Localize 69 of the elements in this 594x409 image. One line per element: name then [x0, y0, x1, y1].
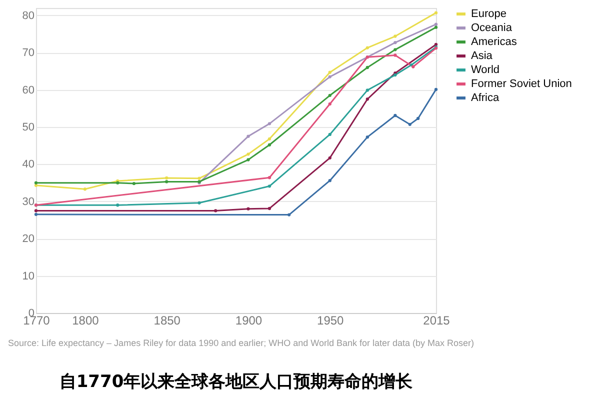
- point: [268, 137, 272, 141]
- point: [328, 94, 332, 97]
- point: [394, 54, 397, 57]
- x-tick-label: 1850: [154, 314, 181, 328]
- point: [165, 176, 168, 180]
- point: [408, 122, 412, 126]
- point: [366, 46, 370, 50]
- point: [434, 22, 438, 26]
- point: [214, 209, 218, 212]
- point: [34, 181, 38, 184]
- point: [394, 48, 397, 52]
- legend-label: World: [471, 64, 500, 76]
- x-tick-label: 1900: [235, 314, 262, 328]
- point: [434, 42, 438, 46]
- point: [366, 88, 370, 92]
- point: [268, 176, 272, 180]
- x-tick-label: 1800: [72, 314, 100, 328]
- point: [246, 152, 250, 156]
- y-tick-label: 70: [22, 47, 34, 60]
- point: [246, 158, 250, 162]
- legend-label: Oceania: [471, 22, 513, 34]
- point: [198, 176, 201, 180]
- point: [328, 102, 332, 106]
- point: [328, 75, 332, 78]
- point: [328, 156, 332, 160]
- point: [34, 209, 38, 212]
- point: [268, 143, 272, 146]
- y-tick-label: 30: [22, 196, 34, 208]
- point: [34, 184, 38, 187]
- point: [328, 70, 332, 74]
- legend-label: Asia: [471, 50, 494, 62]
- point: [287, 213, 291, 216]
- point: [434, 26, 438, 29]
- point: [268, 206, 272, 210]
- point: [198, 201, 201, 204]
- point: [366, 135, 370, 139]
- legend-label: Europe: [471, 8, 506, 20]
- point: [165, 180, 168, 184]
- y-tick-label: 10: [22, 270, 34, 282]
- point: [34, 212, 38, 216]
- point: [246, 207, 250, 210]
- y-tick-label: 20: [22, 233, 34, 246]
- point: [434, 88, 438, 92]
- text: 自1770年以来全球各地区人口预期寿命的增长: [59, 372, 414, 392]
- legend-label: Africa: [471, 92, 500, 104]
- point: [268, 122, 272, 126]
- point: [366, 98, 370, 101]
- point: [83, 188, 87, 191]
- point: [328, 179, 332, 182]
- legend-label: Americas: [471, 36, 518, 48]
- point: [394, 34, 397, 38]
- point: [116, 204, 120, 207]
- point: [434, 11, 438, 14]
- point: [394, 114, 397, 118]
- y-tick-label: 50: [22, 122, 34, 134]
- point: [268, 184, 272, 188]
- source-note: Source: Life expectancy – James Riley for data 1990 and earlier; WHO and World Bank for later data (by Max Roser): [8, 338, 474, 348]
- point: [394, 41, 397, 44]
- point: [328, 132, 332, 136]
- point: [366, 66, 370, 70]
- legend-label: Former Soviet Union: [471, 78, 572, 90]
- x-tick-label: 2015: [423, 314, 450, 328]
- y-tick-label: 40: [22, 158, 34, 171]
- y-tick-label: 80: [22, 10, 34, 22]
- point: [246, 134, 250, 138]
- y-tick-label: 60: [22, 84, 34, 96]
- point: [132, 182, 136, 186]
- point: [416, 116, 420, 120]
- x-tick-label: 1950: [317, 314, 344, 328]
